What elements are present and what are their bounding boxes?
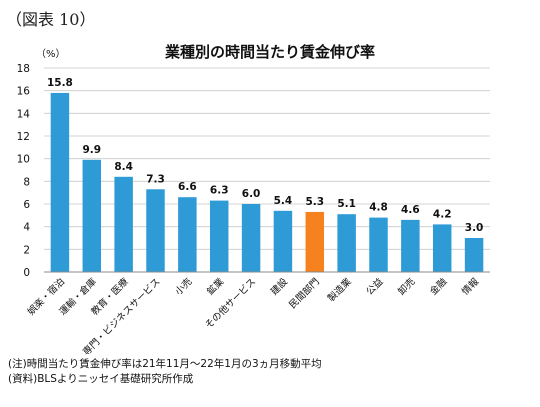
bar-highlight (305, 211, 325, 272)
notes: (注)時間当たり賃金伸び率は21年11月～22年1月の3ヵ月移動平均 (資料)B… (8, 357, 322, 387)
note-text: (注)時間当たり賃金伸び率は21年11月～22年1月の3ヵ月移動平均 (8, 358, 322, 370)
data-label: 4.8 (369, 202, 388, 214)
y-tick-label: 4 (23, 222, 30, 234)
x-tick-label: 製造業 (325, 275, 354, 304)
data-label: 9.9 (82, 144, 101, 156)
data-label: 6.3 (210, 185, 229, 197)
data-label: 6.6 (178, 181, 197, 193)
data-label: 5.4 (274, 195, 293, 207)
y-tick-label: 10 (17, 154, 30, 166)
x-tick-label: 鉱業 (204, 275, 226, 297)
bar (82, 159, 102, 272)
y-tick-label: 2 (23, 244, 30, 256)
bar (146, 189, 165, 272)
bar (50, 92, 70, 272)
bar (432, 224, 452, 272)
data-label: 7.3 (146, 173, 165, 185)
bar (114, 176, 133, 272)
data-label: 6.0 (242, 188, 261, 200)
chart-title: 業種別の時間当たり賃金伸び率 (164, 43, 375, 61)
data-label: 8.4 (114, 161, 133, 173)
y-tick-label: 6 (23, 199, 30, 211)
data-label: 5.1 (337, 198, 356, 210)
bar (464, 238, 484, 272)
data-labels: 15.8 9.9 8.4 7.3 6.6 6.3 6.0 5.4 5.3 5.1 4.8 4.6 4.2… (47, 77, 483, 234)
bar-chart: 業種別の時間当たり賃金伸び率 （%） 0 2 4 6 8 10 12 14 16 18 15.8 9… (17, 43, 490, 357)
bar (273, 210, 293, 272)
data-label: 4.6 (401, 204, 420, 216)
y-tick-label: 8 (23, 176, 30, 188)
data-label: 15.8 (47, 77, 73, 89)
source-text: (資料)BLSよりニッセイ基礎研究所作成 (8, 373, 194, 385)
y-tick-label: 14 (17, 108, 31, 120)
data-label: 4.2 (433, 208, 452, 220)
bar (209, 200, 229, 272)
bar (241, 204, 261, 272)
y-axis-unit: （%） (36, 48, 66, 60)
x-tick-label: 小売 (173, 276, 195, 298)
x-tick-label: 卸売 (396, 276, 418, 298)
y-axis-ticks: 0 2 4 6 8 10 12 14 16 18 (17, 63, 31, 279)
y-tick-label: 12 (17, 131, 30, 143)
data-label: 3.0 (465, 222, 484, 234)
y-tick-label: 16 (17, 86, 31, 98)
bar (401, 219, 420, 272)
figure-label: （図表 10） (6, 10, 96, 29)
x-tick-label: 情報 (459, 275, 481, 297)
x-tick-label: 建設 (268, 275, 290, 297)
y-tick-label: 18 (17, 63, 30, 75)
bar (178, 197, 197, 272)
x-tick-label: 公益 (364, 275, 386, 297)
bar (369, 217, 388, 272)
gridlines (44, 67, 490, 250)
x-tick-label: 民間部門 (287, 276, 322, 311)
x-tick-label: 金融 (427, 275, 449, 297)
y-tick-label: 0 (23, 267, 30, 279)
data-label: 5.3 (305, 196, 324, 208)
bars (50, 92, 484, 272)
bar (337, 214, 356, 272)
